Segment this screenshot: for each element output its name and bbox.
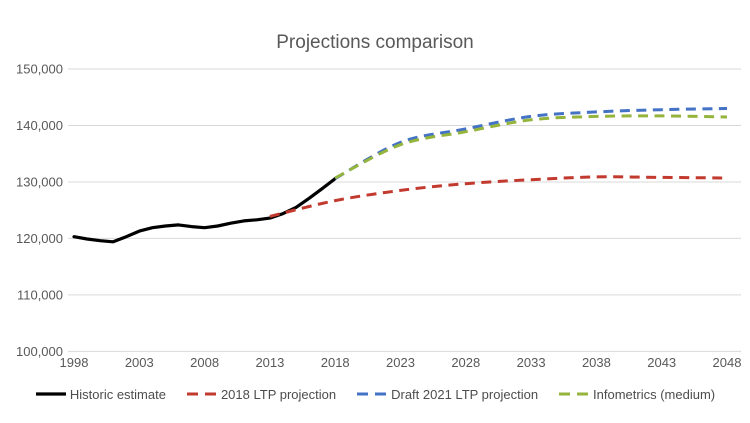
- legend-line-swatch-icon: [559, 392, 590, 396]
- x-axis-tick-label: 2043: [647, 355, 676, 370]
- y-axis-tick-label: 110,000: [17, 287, 63, 302]
- x-axis-tick-label: 2023: [386, 355, 415, 370]
- y-axis-tick-label: 140,000: [16, 118, 63, 133]
- y-axis-tick-label: 130,000: [16, 175, 63, 190]
- legend-item-label: 2018 LTP projection: [220, 386, 337, 402]
- x-axis-tick-label: 1998: [60, 355, 89, 370]
- chart-title: Projections comparison: [276, 32, 473, 53]
- x-axis-tick-label: 2013: [255, 355, 284, 370]
- legend-line-swatch-icon: [35, 392, 66, 396]
- series-group: [72, 107, 728, 244]
- legend-line-swatch-icon: [357, 392, 388, 396]
- x-axis-tick-label: 2033: [517, 355, 546, 370]
- y-axis-labels-group: 100,000 110,000 120,000 130,000 140,000 150,0…: [16, 62, 63, 359]
- legend-item-infometrics-medium: Infometrics (medium): [558, 387, 715, 402]
- legend-line-swatch-icon: [186, 392, 217, 396]
- legend-item-label: Draft 2021 LTP projection: [391, 386, 539, 402]
- series-line-historic-estimate: [72, 177, 337, 244]
- x-axis-tick-label: 2038: [582, 355, 611, 370]
- x-axis-tick-label: 2048: [713, 355, 742, 370]
- x-axis-tick-label: 2008: [190, 355, 219, 370]
- x-axis-tick-label: 2003: [125, 355, 154, 370]
- y-axis-tick-label: 120,000: [16, 231, 63, 246]
- gridlines-group: [68, 68, 741, 352]
- legend-item-draft-2021-ltp-projection: Draft 2021 LTP projection: [356, 387, 538, 402]
- legend-item-label: Historic estimate: [69, 386, 166, 402]
- series-line-infometrics-medium: [334, 114, 728, 180]
- legend-item-historic-estimate: Historic estimate: [35, 387, 166, 402]
- x-axis-labels-group: 1998 2003 2008 2013 2018 2023 2028 2033 2038 2043…: [60, 355, 742, 370]
- y-axis-tick-label: 100,000: [16, 344, 63, 359]
- series-line-draft-2021-ltp-projection: [334, 107, 728, 180]
- chart-legend: Historic estimate 2018 LTP projection Draf…: [0, 381, 750, 407]
- legend-item-2018-ltp-projection: 2018 LTP projection: [186, 387, 336, 402]
- y-axis-tick-label: 150,000: [16, 62, 63, 77]
- series-line-2018-ltp-projection: [269, 175, 728, 218]
- chart-svg: Projections comparison 100,000 110,000 120…: [16, 32, 742, 370]
- x-axis-tick-label: 2028: [451, 355, 480, 370]
- x-axis-tick-label: 2018: [321, 355, 350, 370]
- legend-item-label: Infometrics (medium): [593, 386, 716, 402]
